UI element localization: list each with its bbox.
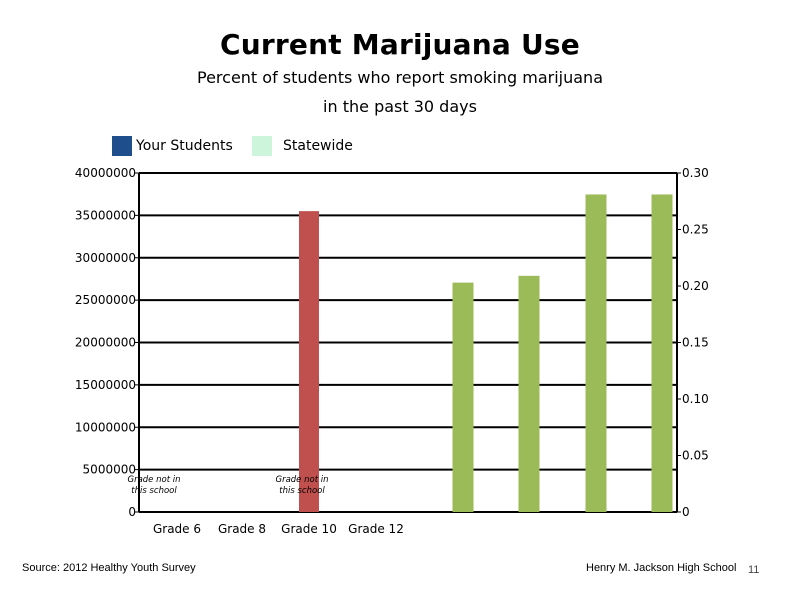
right-axis-tick-label: 0.05 <box>682 449 709 463</box>
left-axis-tick-label: 25000000 <box>75 293 136 307</box>
annotation-not-in-school: Grade not in <box>128 475 181 485</box>
right-axis-tick-label: 0.20 <box>682 279 709 293</box>
legend-label-statewide: Statewide <box>283 138 353 154</box>
page-number: 11 <box>748 564 760 576</box>
statewide-bar <box>518 275 540 512</box>
source-note: Source: 2012 Healthy Youth Survey <box>22 562 196 574</box>
category-label: Grade 10 <box>281 522 337 536</box>
statewide-bar <box>585 194 607 512</box>
left-axis-tick-label: 0 <box>128 505 136 519</box>
school-name: Henry M. Jackson High School <box>586 562 737 574</box>
legend-label-your-students: Your Students <box>136 138 233 154</box>
right-axis-tick-label: 0.10 <box>682 392 709 406</box>
annotation-not-in-school: this school <box>131 486 177 496</box>
chart-subtitle-line-2: in the past 30 days <box>323 97 477 116</box>
right-axis-tick-label: 0.15 <box>682 336 709 350</box>
legend-swatch-your-students <box>112 136 132 156</box>
chart-title: Current Marijuana Use <box>220 28 580 61</box>
right-axis-tick-label: 0.25 <box>682 223 709 237</box>
bar-grade-10 <box>299 211 319 512</box>
left-axis-tick-label: 5000000 <box>83 463 136 477</box>
left-axis-tick-label: 40000000 <box>75 166 136 180</box>
right-axis-tick-label: 0.30 <box>682 166 709 180</box>
left-axis-tick-label: 20000000 <box>75 336 136 350</box>
statewide-bar <box>651 194 673 512</box>
annotation-not-in-school: Grade not in <box>276 475 329 485</box>
left-axis-tick-label: 35000000 <box>75 208 136 222</box>
right-axis-tick-label: 0 <box>682 505 690 519</box>
left-axis-tick-label: 10000000 <box>75 420 136 434</box>
category-label: Grade 8 <box>218 522 266 536</box>
chart-subtitle-line-1: Percent of students who report smoking m… <box>197 68 603 87</box>
statewide-bar <box>452 282 474 512</box>
category-label: Grade 12 <box>348 522 404 536</box>
annotation-not-in-school: this school <box>279 486 325 496</box>
legend-swatch-statewide <box>252 136 272 156</box>
left-axis-tick-label: 30000000 <box>75 251 136 265</box>
left-axis-tick-label: 15000000 <box>75 378 136 392</box>
category-label: Grade 6 <box>153 522 201 536</box>
